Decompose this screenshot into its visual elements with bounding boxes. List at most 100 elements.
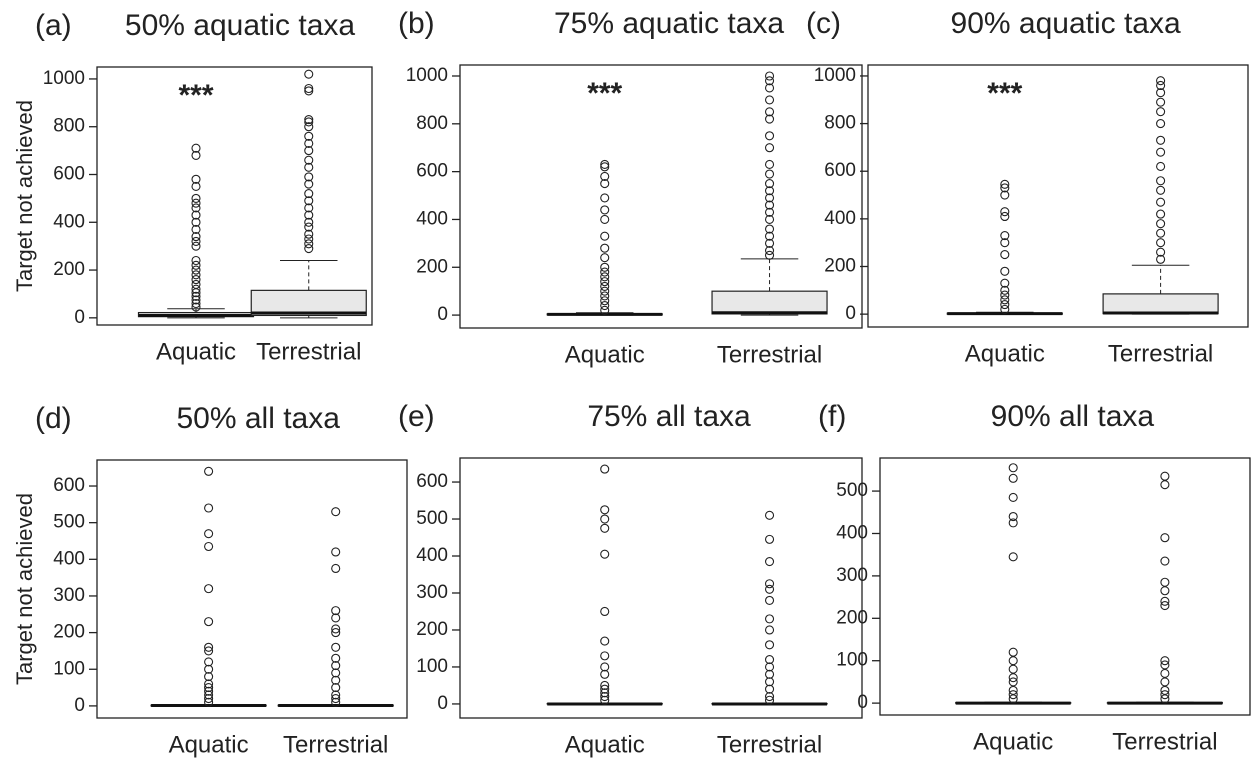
outlier	[1008, 473, 1018, 483]
outlier	[764, 200, 775, 210]
outlier	[1160, 690, 1170, 700]
outlier	[764, 669, 775, 679]
y-tick-label: 200	[416, 256, 448, 277]
outlier	[191, 265, 201, 275]
box	[711, 290, 828, 315]
outlier	[600, 171, 610, 181]
outlier	[1000, 300, 1010, 310]
y-axis-label: Target not achieved	[12, 100, 37, 292]
outlier	[600, 651, 610, 661]
outlier	[191, 210, 201, 220]
outlier	[600, 514, 610, 524]
outlier	[304, 217, 314, 227]
outlier	[204, 642, 214, 652]
outlier	[331, 694, 341, 704]
y-tick-label: 600	[53, 164, 85, 185]
chart-title: 50% aquatic taxa	[125, 9, 355, 42]
outlier	[1156, 76, 1166, 86]
x-tick-label: Terrestrial	[1108, 340, 1213, 367]
outlier	[600, 262, 610, 272]
outlier	[1000, 183, 1010, 193]
outlier	[204, 584, 214, 594]
outlier	[764, 114, 775, 124]
outlier	[204, 617, 214, 627]
outlier	[600, 549, 610, 559]
outlier	[600, 277, 610, 287]
outlier	[1156, 161, 1166, 172]
outlier	[600, 253, 610, 263]
outlier	[1008, 664, 1018, 674]
outlier	[191, 298, 201, 309]
outlier	[304, 196, 314, 206]
y-tick-label: 0	[437, 304, 448, 325]
outlier	[1000, 238, 1010, 248]
outlier	[191, 224, 201, 234]
y-tick-label: 400	[53, 211, 85, 232]
outlier	[1156, 209, 1166, 219]
outlier	[191, 174, 201, 184]
outlier	[1160, 677, 1170, 687]
outlier	[1008, 463, 1018, 473]
y-tick-label: 500	[416, 508, 448, 529]
outlier	[304, 131, 314, 141]
plot-frame	[867, 64, 1249, 328]
outlier	[191, 241, 201, 251]
y-tick-label: 800	[824, 113, 856, 134]
outlier	[1160, 533, 1170, 543]
outlier	[1000, 266, 1010, 276]
y-tick-label: 300	[416, 582, 448, 603]
outlier	[191, 150, 201, 160]
outlier	[600, 193, 610, 203]
outlier	[764, 614, 775, 624]
outlier	[1160, 480, 1170, 490]
outlier	[331, 653, 341, 663]
x-tick-label: Aquatic	[965, 340, 1045, 367]
outlier	[1160, 577, 1170, 587]
y-tick-label: 0	[74, 695, 85, 716]
outlier	[764, 159, 775, 170]
outlier	[331, 606, 341, 616]
outlier	[331, 668, 341, 678]
x-tick-label: Aquatic	[156, 338, 236, 365]
outlier	[204, 541, 214, 552]
outlier	[1156, 238, 1166, 248]
y-tick-label: 300	[53, 585, 85, 606]
outlier	[764, 557, 775, 567]
outlier	[764, 250, 775, 260]
y-axis-label: Target not achieved	[12, 493, 37, 685]
outlier	[191, 291, 201, 301]
outlier	[764, 179, 775, 189]
outlier	[304, 155, 314, 165]
y-tick-label: 0	[437, 693, 448, 714]
outlier	[1156, 135, 1166, 145]
outlier	[600, 636, 610, 646]
outlier	[331, 507, 341, 517]
outlier	[764, 584, 775, 594]
outlier	[1000, 285, 1010, 295]
outlier	[1160, 556, 1170, 566]
outlier	[1008, 492, 1018, 502]
outlier	[191, 275, 201, 285]
y-tick-label: 200	[824, 256, 856, 277]
plot-frame	[96, 66, 373, 326]
plot-frame	[879, 457, 1251, 716]
annotation: ***	[587, 77, 622, 110]
outlier	[764, 691, 775, 702]
outlier	[764, 76, 775, 86]
y-tick-label: 0	[857, 692, 868, 713]
outlier	[304, 244, 314, 254]
outlier	[764, 186, 775, 196]
outlier	[191, 302, 201, 312]
outlier	[600, 505, 610, 515]
panel-label: (a)	[35, 9, 72, 42]
y-tick-label: 400	[416, 208, 448, 229]
y-tick-label: 800	[53, 116, 85, 137]
outlier	[304, 210, 314, 220]
y-tick-label: 600	[416, 161, 448, 182]
y-tick-label: 600	[824, 160, 856, 181]
outlier	[1160, 586, 1170, 596]
outlier	[600, 606, 610, 617]
outlier	[764, 224, 775, 234]
